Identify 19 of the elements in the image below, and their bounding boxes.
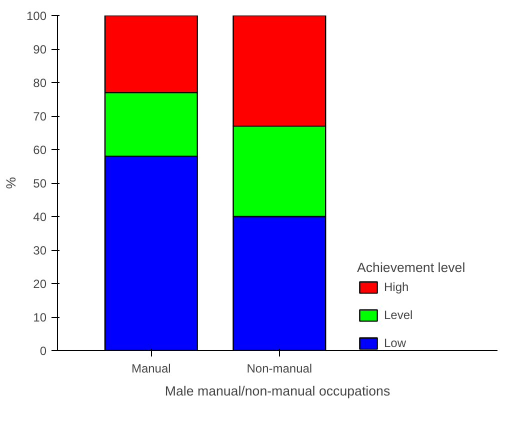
x-tick-label: Manual [131, 362, 171, 376]
x-tick-label: Non-manual [246, 362, 312, 376]
legend-label: High [384, 280, 409, 294]
y-tick-label: 80 [33, 76, 47, 90]
y-tick-label: 10 [33, 310, 47, 324]
y-tick-label: 0 [40, 344, 47, 358]
y-tick-label: 100 [26, 9, 47, 23]
legend-label: Level [384, 308, 413, 322]
y-tick-label: 60 [33, 143, 47, 157]
x-axis-title: Male manual/non-manual occupations [164, 384, 390, 398]
legend-title: Achievement level [357, 260, 466, 275]
y-tick-label: 90 [33, 42, 47, 56]
y-tick-label: 20 [33, 277, 47, 291]
y-tick-label: 30 [33, 244, 47, 258]
y-axis-title: % [3, 176, 18, 189]
legend-label: Low [384, 336, 406, 350]
y-tick-label: 40 [33, 210, 47, 224]
y-tick-label: 50 [33, 176, 47, 190]
y-tick-label: 70 [33, 110, 47, 124]
